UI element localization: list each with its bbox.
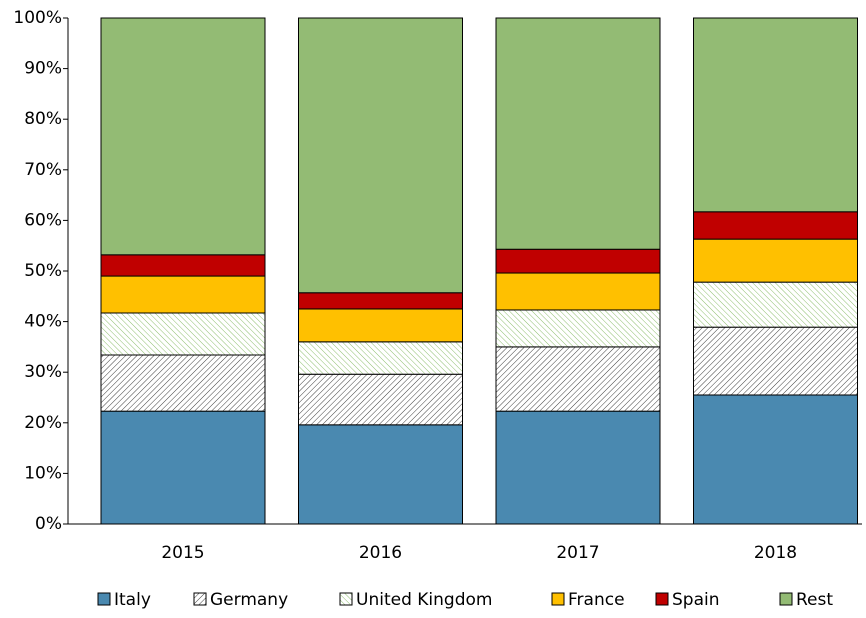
legend-label: Germany — [210, 590, 288, 610]
legend-label: Rest — [796, 590, 833, 610]
bar-segment — [100, 312, 266, 356]
y-tick-label: 100% — [13, 8, 62, 28]
bar-segment — [495, 17, 661, 250]
bar-segment — [100, 354, 266, 412]
bar-segment — [100, 254, 266, 277]
y-tick-label: 50% — [24, 261, 62, 281]
y-tick-label: 70% — [24, 160, 62, 180]
y-tick-label: 80% — [24, 109, 62, 129]
bar-segment — [298, 341, 463, 375]
bar-segment — [298, 17, 463, 294]
bar-segment — [693, 326, 858, 396]
bar-segment — [495, 272, 661, 311]
x-tick-label: 2015 — [161, 543, 204, 563]
bar-segment — [100, 275, 266, 314]
legend-label: United Kingdom — [356, 590, 492, 610]
y-tick-label: 40% — [24, 312, 62, 332]
legend-swatch — [97, 592, 111, 606]
legend-swatch — [193, 592, 207, 606]
legend-swatch — [551, 592, 565, 606]
bar-segment — [298, 424, 463, 525]
bar-segment — [693, 281, 858, 328]
bar-segment — [693, 394, 858, 525]
bar-segment — [495, 410, 661, 525]
bar-segment — [298, 308, 463, 343]
y-tick-label: 30% — [24, 362, 62, 382]
legend-swatch — [779, 592, 793, 606]
bar-segment — [693, 17, 858, 213]
legend-label: Spain — [672, 590, 720, 610]
bar-segment — [495, 309, 661, 348]
bar-segment — [100, 17, 266, 256]
y-tick-label: 90% — [24, 59, 62, 79]
legend-label: Italy — [114, 590, 151, 610]
x-tick-label: 2016 — [359, 543, 402, 563]
y-tick-label: 0% — [35, 514, 62, 534]
bar-segment — [693, 211, 858, 240]
y-tick-label: 20% — [24, 413, 62, 433]
bar-segment — [495, 346, 661, 412]
bar-segment — [495, 248, 661, 274]
bar-segment — [298, 373, 463, 426]
x-tick-label: 2018 — [754, 543, 797, 563]
x-tick-label: 2017 — [556, 543, 599, 563]
bar-segment — [298, 292, 463, 310]
y-tick-label: 10% — [24, 463, 62, 483]
y-tick-label: 60% — [24, 210, 62, 230]
bar-segment — [100, 410, 266, 525]
legend-swatch — [339, 592, 353, 606]
legend-swatch — [655, 592, 669, 606]
bar-segment — [693, 238, 858, 283]
legend-label: France — [568, 590, 625, 610]
